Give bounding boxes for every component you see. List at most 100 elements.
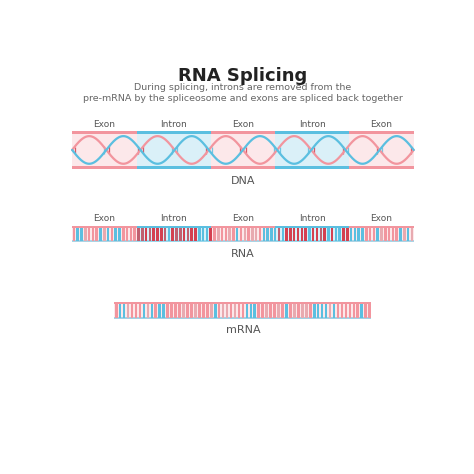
- Bar: [114, 317, 372, 319]
- Bar: [376, 228, 379, 241]
- Bar: [164, 228, 166, 241]
- Bar: [305, 304, 308, 318]
- Bar: [249, 304, 252, 318]
- Bar: [206, 228, 208, 241]
- Bar: [225, 228, 227, 241]
- Bar: [115, 304, 118, 318]
- Bar: [183, 228, 185, 241]
- Text: Exon: Exon: [93, 119, 115, 128]
- Bar: [316, 228, 318, 241]
- Bar: [399, 228, 402, 241]
- Bar: [137, 131, 211, 169]
- Bar: [263, 228, 265, 241]
- Bar: [131, 304, 133, 318]
- Bar: [349, 131, 414, 134]
- Bar: [153, 228, 155, 241]
- Bar: [230, 304, 232, 318]
- Bar: [202, 228, 204, 241]
- Bar: [407, 228, 410, 241]
- Bar: [118, 228, 121, 241]
- Bar: [114, 302, 372, 304]
- Bar: [251, 228, 254, 241]
- Bar: [138, 304, 141, 318]
- Bar: [275, 226, 349, 228]
- Bar: [141, 228, 144, 241]
- Text: RNA Splicing: RNA Splicing: [178, 67, 308, 85]
- Bar: [349, 226, 414, 242]
- Bar: [123, 304, 126, 318]
- Bar: [338, 228, 341, 241]
- Bar: [333, 304, 335, 318]
- Bar: [179, 228, 182, 241]
- Bar: [119, 304, 121, 318]
- Bar: [373, 228, 375, 241]
- Bar: [313, 304, 316, 318]
- Bar: [369, 228, 372, 241]
- Bar: [349, 226, 414, 228]
- Bar: [259, 228, 261, 241]
- Bar: [228, 228, 231, 241]
- Bar: [265, 304, 268, 318]
- Bar: [325, 304, 328, 318]
- Bar: [129, 228, 132, 241]
- Text: Intron: Intron: [160, 119, 187, 128]
- Bar: [277, 304, 280, 318]
- Bar: [410, 228, 413, 241]
- Bar: [361, 228, 364, 241]
- Bar: [134, 228, 136, 241]
- Text: RNA: RNA: [231, 249, 255, 259]
- Bar: [172, 228, 174, 241]
- Bar: [261, 304, 264, 318]
- Bar: [282, 228, 284, 241]
- Bar: [72, 165, 137, 169]
- Bar: [213, 228, 216, 241]
- Bar: [99, 228, 102, 241]
- Bar: [194, 228, 197, 241]
- Bar: [350, 228, 352, 241]
- Bar: [281, 304, 284, 318]
- Bar: [337, 304, 339, 318]
- Bar: [266, 228, 269, 241]
- Bar: [349, 131, 414, 169]
- Bar: [168, 228, 170, 241]
- Bar: [149, 228, 151, 241]
- Text: Exon: Exon: [93, 215, 115, 224]
- Bar: [275, 226, 349, 242]
- Bar: [88, 228, 91, 241]
- Bar: [155, 304, 157, 318]
- Bar: [392, 228, 394, 241]
- Bar: [275, 131, 349, 134]
- Bar: [274, 228, 276, 241]
- Bar: [275, 131, 349, 169]
- Bar: [293, 228, 295, 241]
- Bar: [211, 165, 275, 169]
- Bar: [72, 240, 414, 242]
- Bar: [345, 304, 347, 318]
- Text: mRNA: mRNA: [226, 325, 260, 335]
- Text: Exon: Exon: [232, 215, 254, 224]
- Bar: [388, 228, 391, 241]
- Bar: [236, 228, 238, 241]
- Bar: [395, 228, 398, 241]
- Bar: [211, 226, 275, 228]
- Bar: [365, 304, 367, 318]
- Bar: [348, 304, 351, 318]
- Bar: [327, 228, 329, 241]
- Bar: [182, 304, 185, 318]
- Bar: [278, 228, 280, 241]
- Bar: [349, 165, 414, 169]
- Bar: [214, 304, 217, 318]
- Bar: [273, 304, 276, 318]
- Bar: [365, 228, 368, 241]
- Bar: [73, 228, 75, 241]
- Bar: [163, 304, 165, 318]
- Bar: [297, 304, 300, 318]
- Bar: [289, 304, 292, 318]
- Bar: [234, 304, 237, 318]
- Bar: [242, 304, 244, 318]
- Bar: [211, 131, 275, 169]
- Bar: [114, 228, 117, 241]
- Bar: [329, 304, 331, 318]
- Bar: [244, 228, 246, 241]
- Bar: [293, 304, 296, 318]
